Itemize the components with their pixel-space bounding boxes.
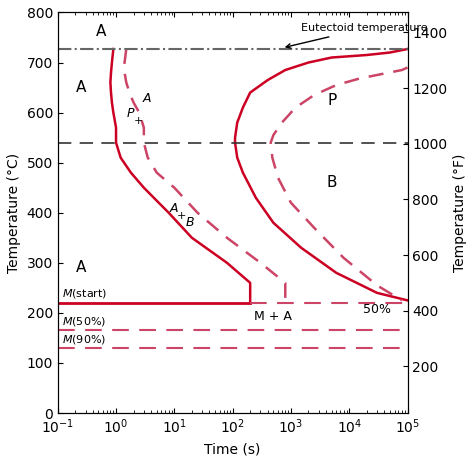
Text: M + A: M + A: [255, 310, 292, 323]
Text: 50%: 50%: [363, 303, 391, 316]
Y-axis label: Temperature (°F): Temperature (°F): [453, 154, 467, 272]
Text: $\it{M}$(90%): $\it{M}$(90%): [63, 333, 107, 346]
Text: $B$: $B$: [184, 216, 194, 229]
Text: P: P: [327, 93, 336, 107]
Text: A: A: [76, 260, 86, 275]
Text: +: +: [134, 116, 143, 125]
Text: P: P: [126, 106, 134, 119]
Text: Eutectoid temperature: Eutectoid temperature: [286, 24, 428, 48]
Text: +: +: [177, 211, 186, 221]
X-axis label: Time (s): Time (s): [204, 442, 261, 456]
Text: A: A: [76, 80, 86, 95]
Text: $A$: $A$: [142, 92, 153, 105]
Text: B: B: [327, 175, 337, 190]
Text: A: A: [96, 24, 106, 39]
Y-axis label: Temperature (°C): Temperature (°C): [7, 153, 21, 273]
Text: $A$: $A$: [169, 202, 179, 215]
Text: $\it{M}$(50%): $\it{M}$(50%): [63, 315, 107, 328]
Text: $\it{M}$(start): $\it{M}$(start): [63, 288, 108, 300]
